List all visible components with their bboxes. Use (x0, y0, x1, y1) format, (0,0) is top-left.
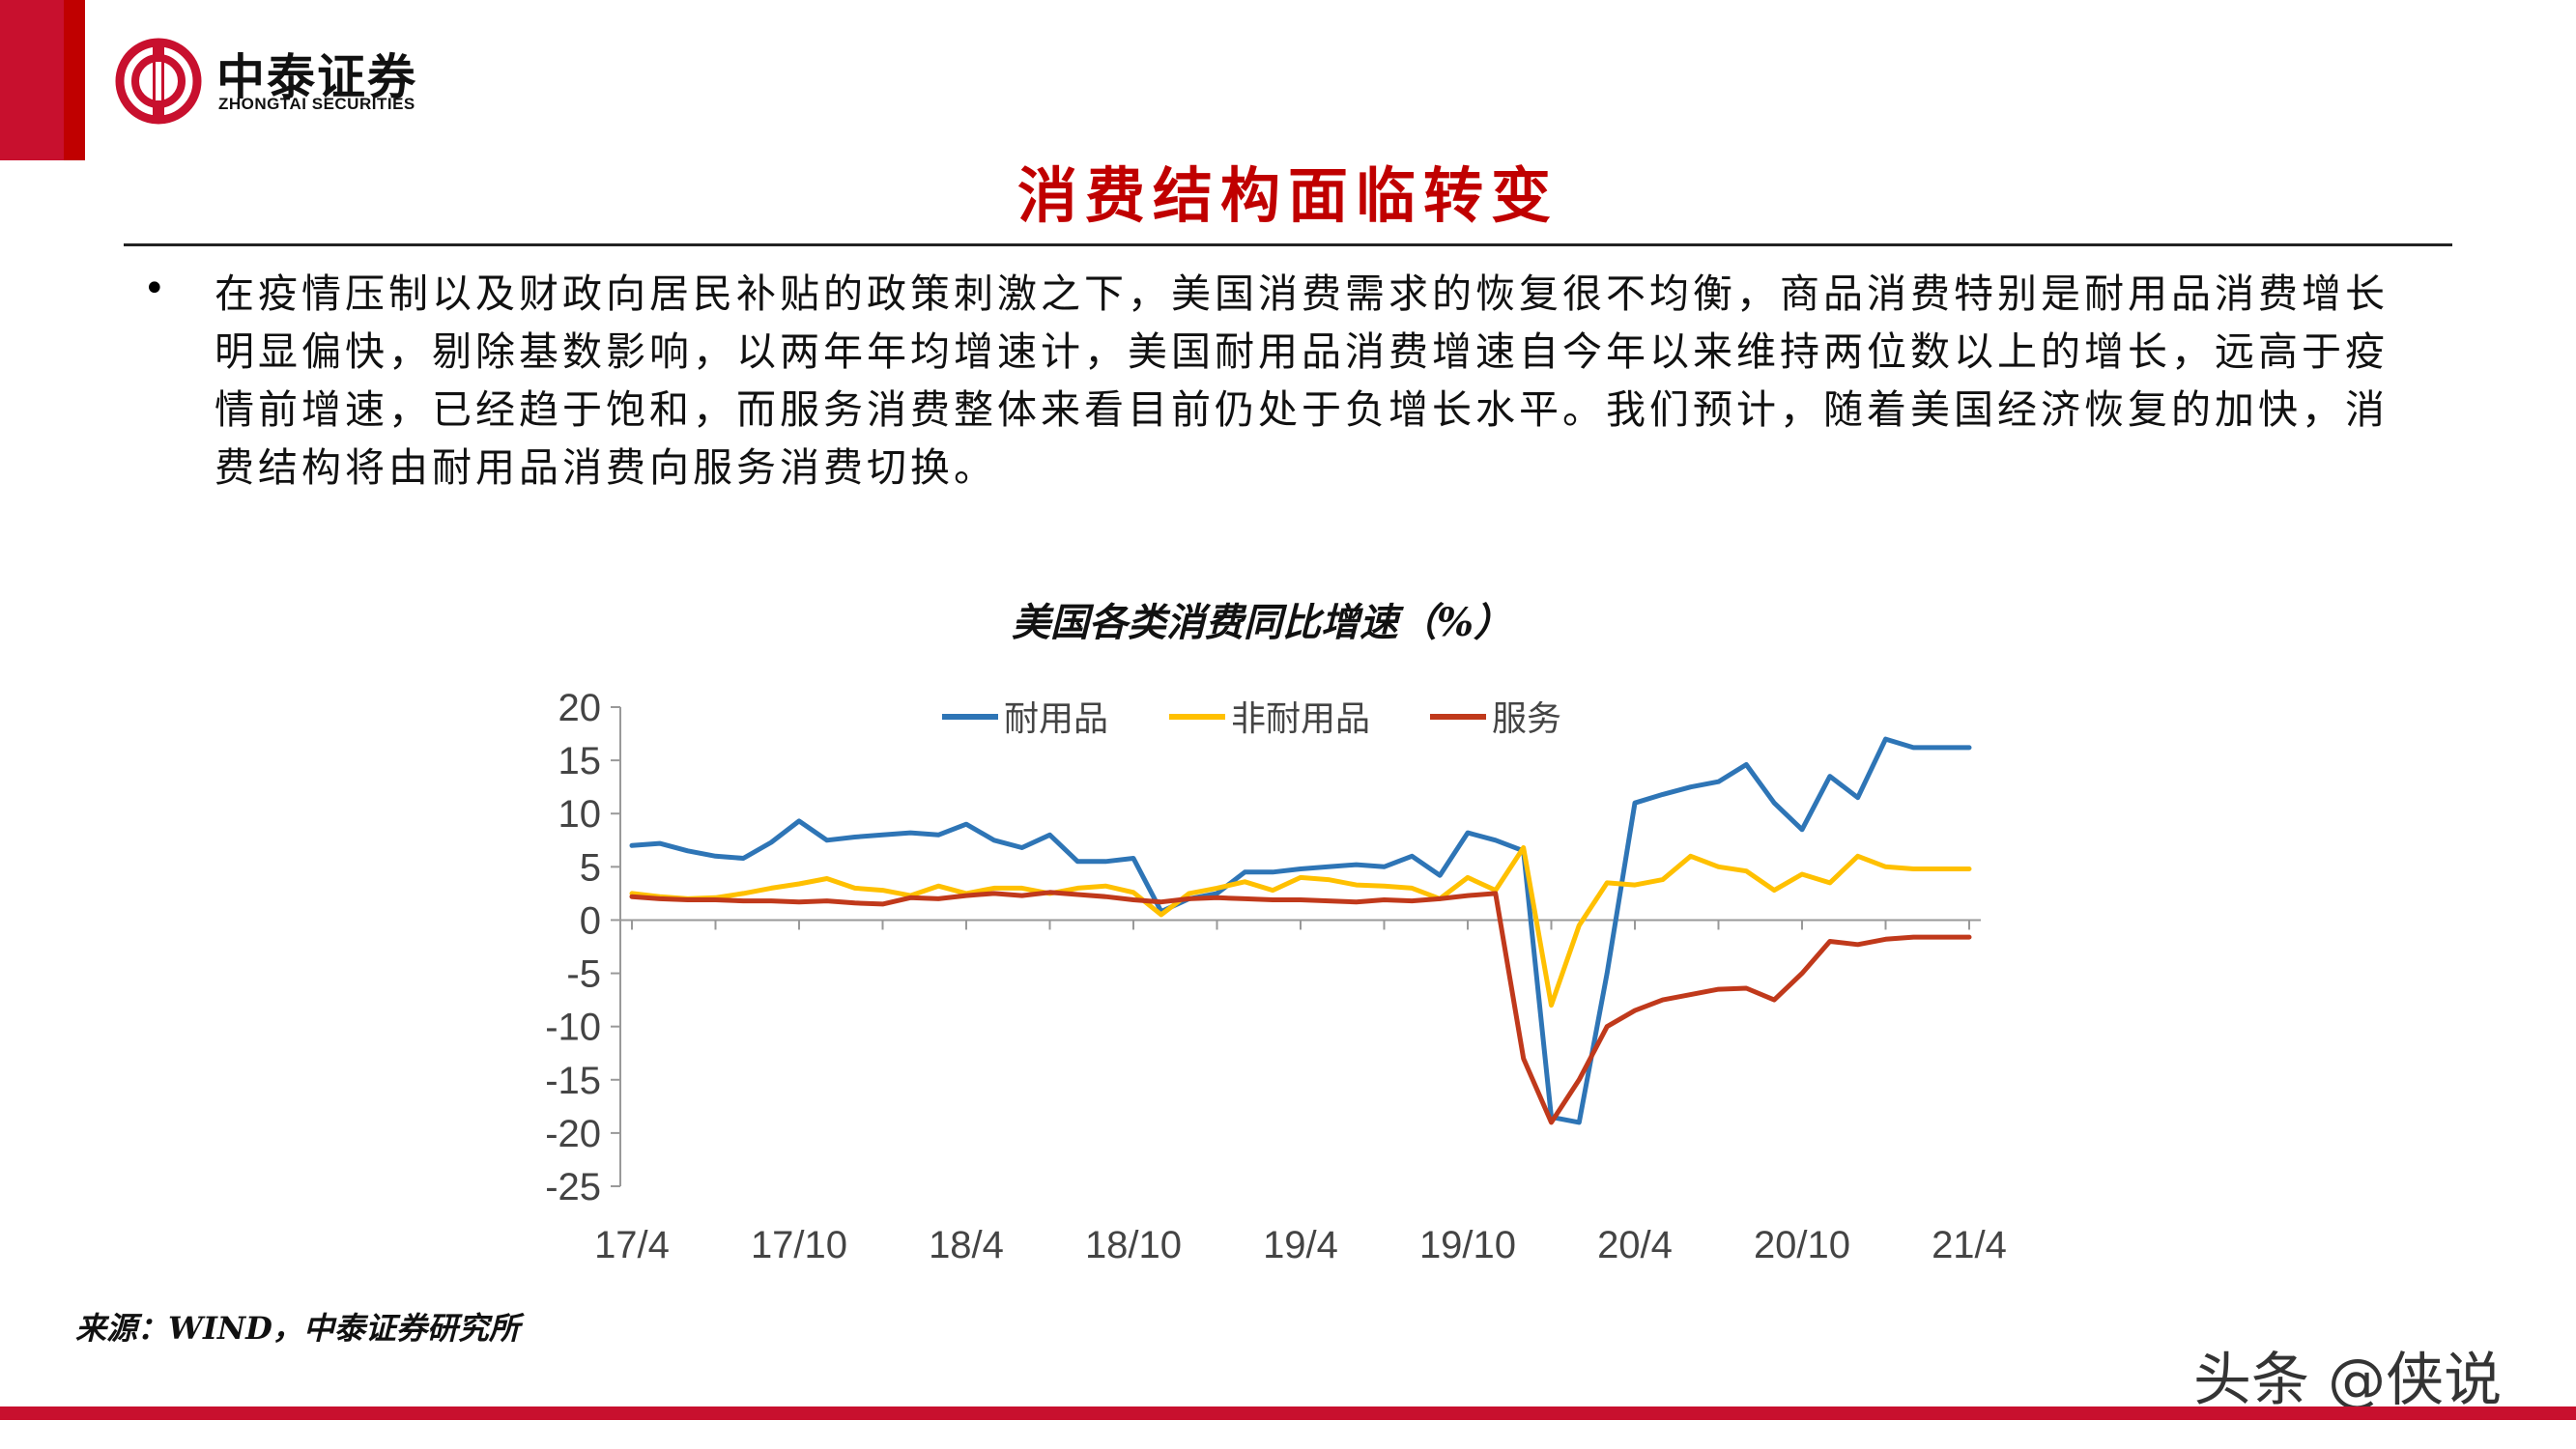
y-tick-label: 5 (580, 846, 601, 889)
x-tick-label: 21/4 (1932, 1224, 2007, 1266)
series-line-3 (629, 890, 1972, 1125)
brand-side-bar (0, 0, 85, 160)
series-line-2 (629, 845, 1972, 1009)
zhongtai-logo-icon (115, 38, 202, 125)
x-tick-label: 19/10 (1419, 1224, 1516, 1266)
x-tick-label: 20/10 (1754, 1224, 1850, 1266)
x-tick-label: 18/10 (1085, 1224, 1182, 1266)
y-tick-label: 15 (558, 740, 602, 782)
watermark: 头条 @侠说 (2193, 1347, 2503, 1414)
brand-side-bar-accent (0, 0, 64, 160)
x-tick-label: 20/4 (1597, 1224, 1673, 1266)
x-tick-label: 19/4 (1263, 1224, 1338, 1266)
legend-label: 耐用品 (1004, 699, 1108, 739)
legend-label: 非耐用品 (1231, 699, 1370, 739)
series-line-1 (629, 736, 1972, 1125)
company-logo: 中泰证券 ZHONGTAI SECURITIES (114, 38, 462, 126)
y-tick-label: -15 (545, 1060, 601, 1102)
legend-label: 服务 (1492, 699, 1561, 739)
y-tick-label: -20 (545, 1113, 601, 1155)
chart-title: 美国各类消费同比增速（%） (1012, 600, 1512, 645)
footer-divider (0, 1406, 2576, 1420)
y-tick-label: -5 (566, 953, 601, 996)
body-paragraph: 在疫情压制以及财政向居民补贴的政策刺激之下，美国消费需求的恢复很不均衡，商品消费… (215, 270, 2389, 491)
x-tick-label: 18/4 (929, 1224, 1004, 1266)
x-tick-label: 17/4 (594, 1224, 670, 1266)
page-title: 消费结构面临转变 (1016, 160, 1559, 231)
y-tick-label: -25 (545, 1166, 601, 1208)
bullet-marker: • (143, 267, 166, 311)
consumption-growth-chart: 美国各类消费同比增速（%） 20 15 10 5 0 -5 -10 -15 -20 -25 17/4 1… (545, 600, 2007, 1266)
x-tick-label: 17/10 (751, 1224, 847, 1266)
y-tick-label: 0 (580, 899, 601, 942)
y-tick-label: 10 (558, 793, 602, 836)
logo-name-en: ZHONGTAI SECURITIES (218, 95, 415, 113)
title-divider (124, 243, 2452, 246)
logo-name-cn: 中泰证券 (216, 49, 417, 105)
source-note: 来源：WIND，中泰证券研究所 (75, 1310, 520, 1347)
y-tick-label: -10 (545, 1007, 601, 1049)
y-tick-label: 20 (558, 687, 602, 729)
